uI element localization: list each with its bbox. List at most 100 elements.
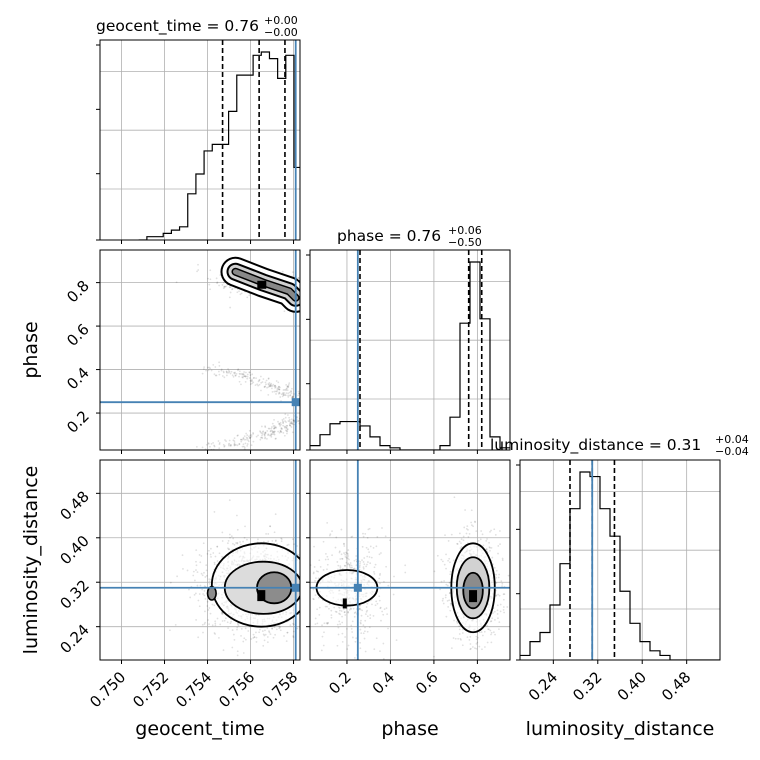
sample-point <box>353 615 356 618</box>
sample-point <box>237 368 240 370</box>
sample-point <box>269 434 272 437</box>
sample-point <box>277 625 280 627</box>
sample-point <box>311 556 313 558</box>
sample-point <box>285 389 287 392</box>
sample-point <box>319 565 322 568</box>
sample-point <box>433 655 435 658</box>
sample-point <box>499 610 502 613</box>
sample-point <box>312 571 315 574</box>
sample-point <box>301 396 303 398</box>
sample-point <box>303 428 305 430</box>
sample-point <box>331 530 333 533</box>
sample-point <box>287 543 290 546</box>
title-phase: phase = 0.76 <box>337 227 441 245</box>
sample-point <box>291 271 294 274</box>
sample-point <box>272 430 274 433</box>
sample-point <box>485 539 488 542</box>
sample-point <box>289 422 292 424</box>
sample-point <box>230 620 233 623</box>
sample-point <box>198 605 201 608</box>
sample-point <box>316 622 319 625</box>
sample-point <box>285 430 288 432</box>
sample-point <box>448 557 451 560</box>
sample-point <box>337 564 340 567</box>
sample-point <box>209 445 211 448</box>
sample-point <box>358 607 361 610</box>
sample-point <box>303 636 305 638</box>
sample-point <box>447 606 450 608</box>
sample-point <box>221 555 223 558</box>
sample-point <box>268 630 270 633</box>
sample-point <box>495 594 498 597</box>
sample-point <box>370 556 373 559</box>
sample-point <box>199 561 202 564</box>
sample-point <box>280 540 283 543</box>
sample-point <box>301 289 303 291</box>
sample-point <box>216 617 219 620</box>
sample-point <box>236 291 239 294</box>
sample-point <box>260 425 263 428</box>
sample-point <box>351 620 354 623</box>
sample-point <box>322 288 324 290</box>
sample-point <box>287 383 290 386</box>
sample-point <box>339 558 342 560</box>
sample-point <box>498 628 500 631</box>
sample-point <box>270 433 273 436</box>
histogram-phase <box>310 261 510 450</box>
sample-point <box>381 610 384 613</box>
sample-point <box>226 542 229 545</box>
sample-point <box>223 619 226 622</box>
sample-point <box>293 419 295 422</box>
sample-point <box>470 647 472 650</box>
sample-point <box>503 593 506 596</box>
sample-point <box>231 646 234 649</box>
xlabel-luminosity-distance: luminosity_distance <box>526 718 715 740</box>
sample-point <box>325 622 328 624</box>
sample-point <box>366 536 369 539</box>
sample-point <box>252 633 255 636</box>
xlabel-phase: phase <box>381 718 438 740</box>
sample-point <box>204 598 207 600</box>
sample-point <box>360 619 362 622</box>
sample-point <box>286 387 288 390</box>
sample-point <box>264 385 267 388</box>
sample-point <box>347 549 350 551</box>
sample-point <box>337 626 340 629</box>
sample-point <box>236 654 239 657</box>
sample-point <box>224 617 227 620</box>
sample-point <box>289 424 292 427</box>
sample-point <box>259 430 261 433</box>
sample-point <box>275 628 278 631</box>
sample-point <box>455 620 458 623</box>
sample-point <box>448 592 451 595</box>
sample-point <box>452 637 455 639</box>
sample-point <box>225 285 227 288</box>
sample-point <box>271 433 274 436</box>
sample-point <box>485 548 488 551</box>
sample-point <box>276 390 278 393</box>
sample-point <box>272 432 275 435</box>
sample-point <box>490 633 492 636</box>
sample-point <box>219 623 222 626</box>
sample-point <box>343 564 346 567</box>
sample-point <box>334 546 337 549</box>
sample-point <box>297 419 300 422</box>
sample-point <box>312 598 315 601</box>
sample-point <box>286 424 289 427</box>
sample-point <box>238 372 241 375</box>
sample-point <box>275 437 277 440</box>
sample-point <box>280 427 283 429</box>
sample-point <box>255 435 258 438</box>
sample-point <box>445 553 447 556</box>
sample-point <box>267 386 270 388</box>
sample-point <box>268 382 271 384</box>
sample-point <box>368 556 371 558</box>
sample-point <box>384 535 387 538</box>
sample-point <box>335 611 338 613</box>
sample-point <box>233 444 236 446</box>
sample-point <box>262 633 265 636</box>
sample-point <box>285 388 288 391</box>
density-peak <box>257 280 267 289</box>
sample-point <box>275 393 277 395</box>
sample-point <box>232 375 235 378</box>
